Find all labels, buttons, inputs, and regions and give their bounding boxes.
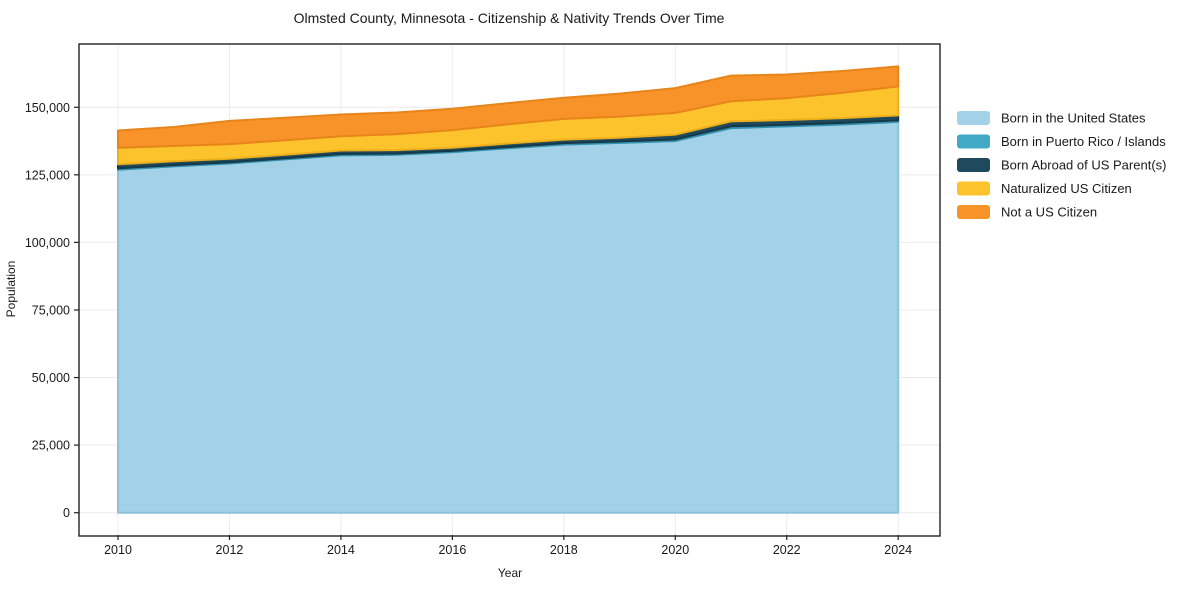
y-tick-label: 100,000 — [25, 236, 70, 250]
legend-item-born-in-puerto-rico-islands: Born in Puerto Rico / Islands — [957, 134, 1166, 149]
legend-swatch — [957, 158, 990, 172]
x-tick-label: 2010 — [104, 543, 132, 557]
legend-item-born-in-the-united-states: Born in the United States — [957, 111, 1146, 126]
y-axis-label: Population — [4, 261, 18, 318]
y-tick-label: 125,000 — [25, 168, 70, 182]
legend-label: Naturalized US Citizen — [1001, 181, 1132, 196]
x-tick-label: 2016 — [438, 543, 466, 557]
legend-swatch — [957, 205, 990, 219]
legend-item-born-abroad-of-us-parent-s: Born Abroad of US Parent(s) — [957, 158, 1166, 173]
x-tick-label: 2020 — [661, 543, 689, 557]
y-tick-label: 50,000 — [32, 371, 70, 385]
y-tick-label: 75,000 — [32, 303, 70, 317]
axis-ticks: 2010 2012 2014 2016 2018 2020 2022 2024 0 25,000 5… — [25, 101, 912, 557]
area-not-a-us-citizen — [117, 65, 900, 149]
y-tick-label: 0 — [63, 506, 70, 520]
x-tick-label: 2012 — [216, 543, 244, 557]
legend-label: Born in the United States — [1001, 111, 1146, 126]
y-tick-label: 150,000 — [25, 101, 70, 115]
legend-item-naturalized-us-citizen: Naturalized US Citizen — [957, 181, 1132, 196]
y-tick-label: 25,000 — [32, 439, 70, 453]
x-axis-label: Year — [498, 566, 522, 580]
legend: Born in the United States Born in Puerto … — [957, 111, 1166, 220]
legend-item-not-a-us-citizen: Not a US Citizen — [957, 205, 1097, 220]
x-tick-label: 2014 — [327, 543, 355, 557]
legend-swatch — [957, 181, 990, 196]
area-series — [117, 65, 900, 514]
chart-title: Olmsted County, Minnesota - Citizenship … — [294, 10, 725, 26]
area-born-in-the-united-states — [117, 120, 900, 514]
legend-label: Born in Puerto Rico / Islands — [1001, 134, 1166, 149]
plot-border — [78, 43, 941, 537]
legend-swatch — [957, 111, 990, 125]
legend-label: Born Abroad of US Parent(s) — [1001, 158, 1166, 173]
x-tick-label: 2018 — [550, 543, 578, 557]
legend-label: Not a US Citizen — [1001, 205, 1097, 220]
legend-swatch — [957, 134, 990, 149]
x-tick-label: 2022 — [773, 543, 801, 557]
x-tick-label: 2024 — [884, 543, 912, 557]
